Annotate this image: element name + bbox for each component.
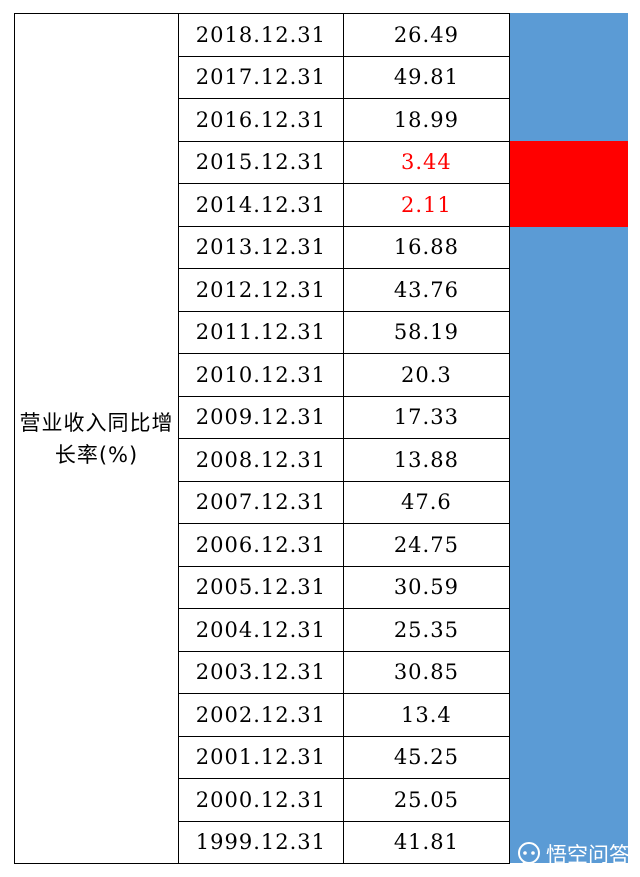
date-cell: 2016.12.31	[178, 98, 344, 142]
value-cell: 18.99	[342, 98, 511, 142]
watermark-text: 悟空问答	[546, 843, 630, 867]
table-row: 2002.12.31 13.4	[15, 693, 511, 737]
value-cell: 13.4	[342, 693, 511, 737]
date-cell: 2012.12.31	[178, 268, 344, 312]
date-cell: 2001.12.31	[178, 735, 344, 779]
table-row: 2013.12.31 16.88	[15, 225, 511, 269]
date-cell: 2003.12.31	[178, 650, 344, 694]
value-cell: 45.25	[342, 735, 511, 779]
growth-table: 营业收入同比增长率(%) 2018.12.31 26.49 2017.12.31 49.…	[13, 13, 511, 864]
metric-label: 营业收入同比增长率(%)	[13, 13, 180, 864]
date-cell: 2000.12.31	[178, 778, 344, 822]
table-row: 2009.12.31 17.33	[15, 395, 511, 439]
date-cell: 2002.12.31	[178, 693, 344, 737]
value-cell: 25.35	[342, 608, 511, 652]
date-cell: 2007.12.31	[178, 480, 344, 524]
highlight-segment	[510, 183, 628, 227]
date-cell: 2009.12.31	[178, 395, 344, 439]
table-row: 营业收入同比增长率(%) 2018.12.31 26.49	[13, 13, 511, 864]
value-cell: 24.75	[342, 523, 511, 567]
table-row: 2004.12.31 25.35	[15, 608, 511, 652]
table-row: 2001.12.31 45.25	[15, 735, 511, 779]
value-cell: 58.19	[342, 310, 511, 354]
table-row: 2006.12.31 24.75	[15, 523, 511, 567]
value-cell: 30.59	[342, 565, 511, 609]
date-cell: 1999.12.31	[178, 820, 344, 864]
value-cell: 16.88	[342, 225, 511, 269]
table-row: 2017.12.31 49.81	[15, 55, 511, 99]
watermark: 悟空问答	[516, 839, 630, 869]
date-cell: 2018.12.31	[178, 13, 344, 57]
value-cell: 30.85	[342, 650, 511, 694]
speech-bubble-icon	[518, 842, 540, 866]
table-row: 2011.12.31 58.19	[15, 310, 511, 354]
value-cell: 49.81	[342, 55, 511, 99]
table-row: 2012.12.31 43.76	[15, 268, 511, 312]
value-cell: 2.11	[342, 183, 511, 227]
table-row: 2008.12.31 13.88	[15, 438, 511, 482]
table-row: 2010.12.31 20.3	[15, 353, 511, 397]
value-cell: 41.81	[342, 820, 511, 864]
value-cell: 26.49	[342, 13, 511, 57]
date-cell: 2004.12.31	[178, 608, 344, 652]
value-cell: 20.3	[342, 353, 511, 397]
value-cell: 3.44	[342, 140, 511, 184]
value-cell: 43.76	[342, 268, 511, 312]
date-cell: 2017.12.31	[178, 55, 344, 99]
value-cell: 17.33	[342, 395, 511, 439]
highlight-segment	[510, 140, 628, 184]
value-cell: 13.88	[342, 438, 511, 482]
table-body: 营业收入同比增长率(%) 2018.12.31 26.49 2017.12.31 49.…	[13, 13, 511, 864]
date-cell: 2006.12.31	[178, 523, 344, 567]
date-cell: 2005.12.31	[178, 565, 344, 609]
colored-bar-column	[510, 13, 628, 863]
value-cell: 25.05	[342, 778, 511, 822]
date-cell: 2014.12.31	[178, 183, 344, 227]
date-cell: 2015.12.31	[178, 140, 344, 184]
table-row: 2007.12.31 47.6	[15, 480, 511, 524]
date-cell: 2008.12.31	[178, 438, 344, 482]
table-row: 2005.12.31 30.59	[15, 565, 511, 609]
table-row: 2003.12.31 30.85	[15, 650, 511, 694]
table-row: 2000.12.31 25.05	[15, 778, 511, 822]
date-cell: 2011.12.31	[178, 310, 344, 354]
value-cell: 47.6	[342, 480, 511, 524]
date-cell: 2010.12.31	[178, 353, 344, 397]
date-cell: 2013.12.31	[178, 225, 344, 269]
table-row: 1999.12.31 41.81	[15, 820, 511, 864]
spreadsheet: 营业收入同比增长率(%) 2018.12.31 26.49 2017.12.31 49.…	[13, 13, 511, 864]
